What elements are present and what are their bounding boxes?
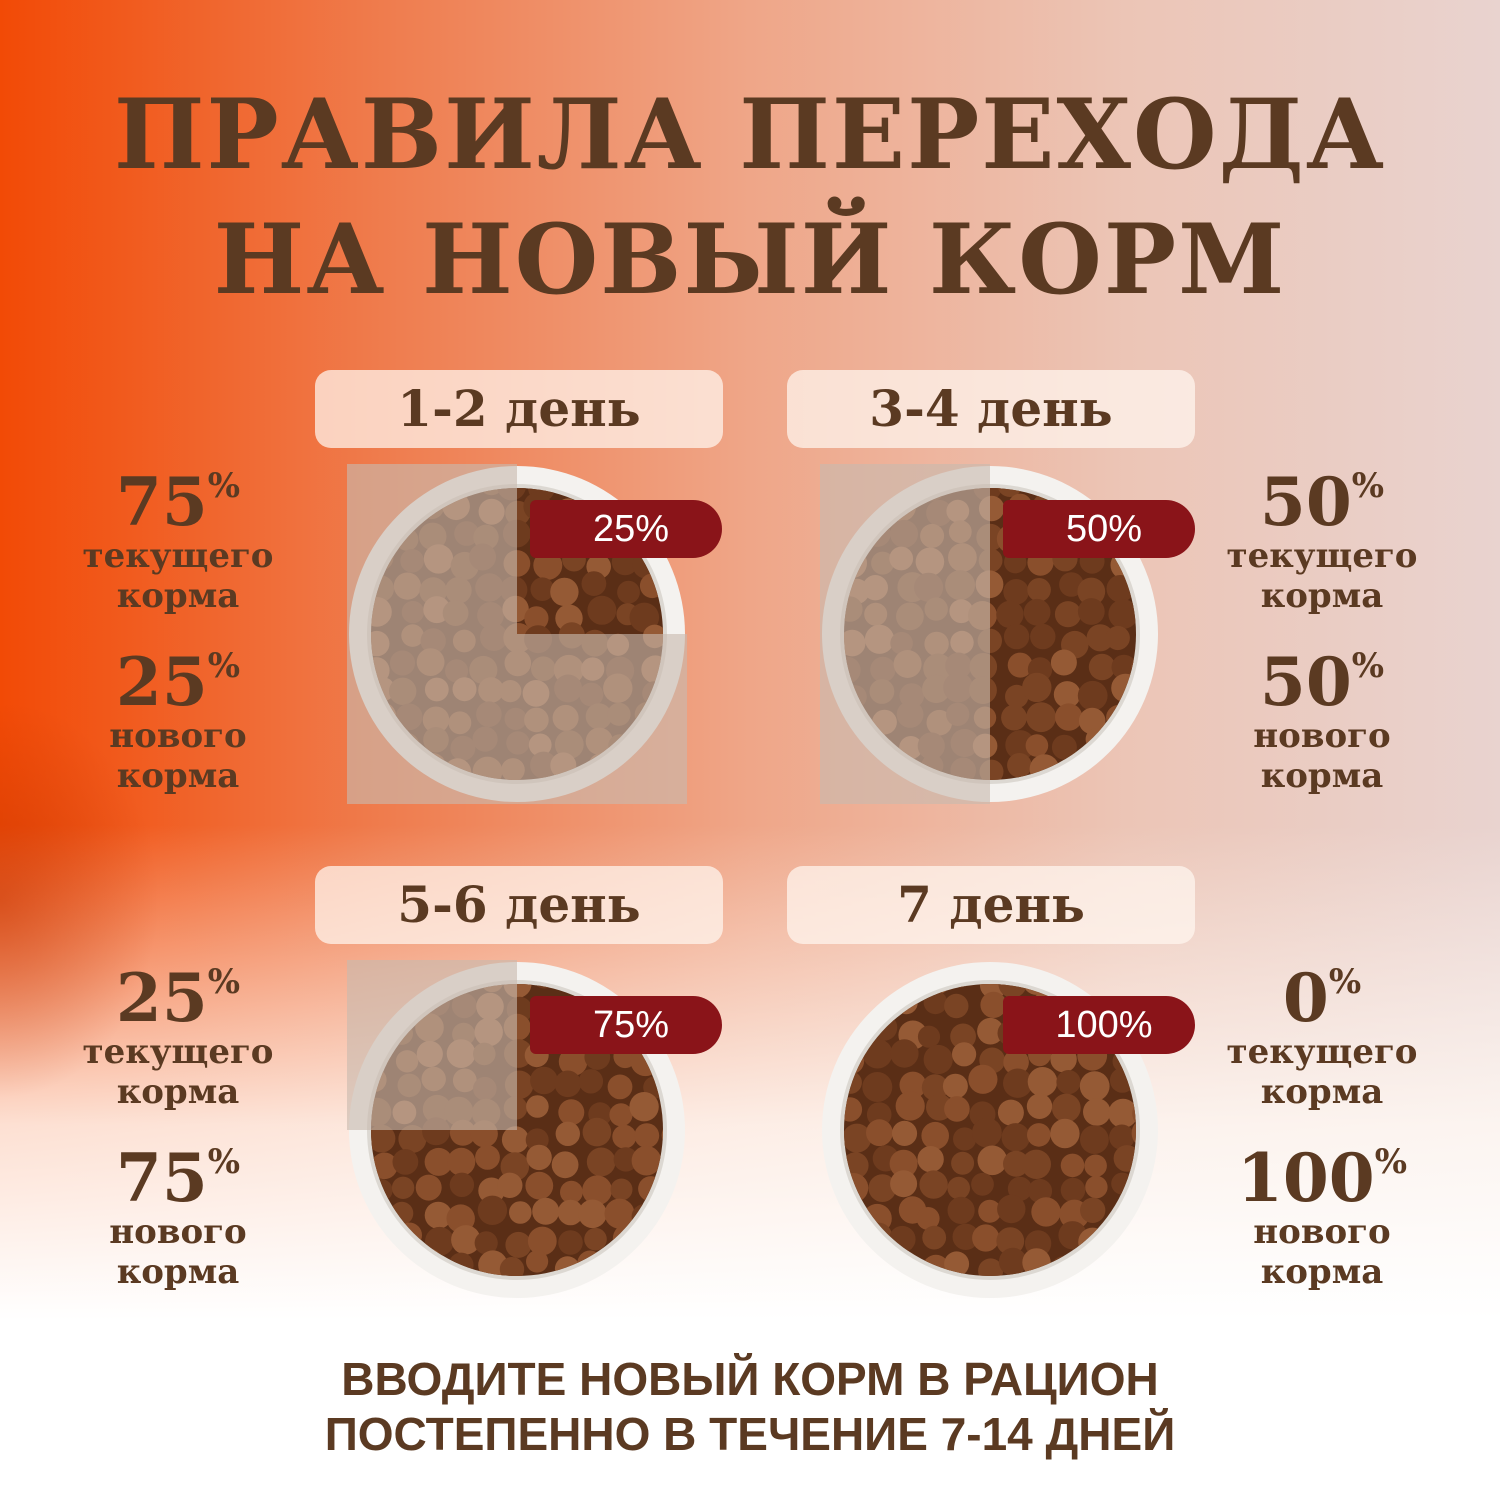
new-value: 25 — [115, 643, 208, 721]
new-food-badge: 50% — [1003, 500, 1195, 558]
old-food-overlay — [820, 464, 990, 804]
new-label: нового — [109, 1212, 247, 1252]
proportion-text: 50% текущего корма 50% нового корма — [1192, 469, 1452, 795]
current-label: текущего — [82, 1032, 274, 1072]
proportion-text: 75% текущего корма 25% нового корма — [48, 469, 308, 795]
footer-line2: ПОСТЕПЕННО В ТЕЧЕНИЕ 7-14 ДНЕЙ — [324, 1408, 1176, 1460]
new-label-food: корма — [1260, 756, 1384, 796]
background-shade — [0, 700, 160, 1100]
new-percent: 25% — [48, 649, 308, 715]
current-value: 50 — [1259, 463, 1352, 541]
new-label-food: корма — [1260, 1252, 1384, 1292]
current-label: текущего — [1226, 1032, 1418, 1072]
new-percent: 100% — [1192, 1145, 1452, 1211]
footer-line1: ВВОДИТЕ НОВЫЙ КОРМ В РАЦИОН — [341, 1353, 1159, 1405]
day-pill: 7 день — [787, 866, 1195, 944]
current-label-food: корма — [1260, 576, 1384, 616]
current-percent: 75% — [48, 469, 308, 535]
current-label: текущего — [82, 536, 274, 576]
page-title-line1: ПРАВИЛА ПЕРЕХОДА — [113, 78, 1387, 191]
new-food-badge: 100% — [1003, 996, 1195, 1054]
current-value: 0 — [1282, 959, 1329, 1037]
current-value: 75 — [115, 463, 208, 541]
percent-sign: % — [207, 962, 241, 1002]
percent-sign: % — [1351, 646, 1385, 686]
old-food-overlay — [347, 960, 517, 1130]
percent-sign: % — [207, 646, 241, 686]
new-label: нового — [1253, 716, 1391, 756]
new-label: нового — [1253, 1212, 1391, 1252]
percent-sign: % — [207, 1142, 241, 1182]
new-label: нового — [109, 716, 247, 756]
new-value: 75 — [115, 1139, 208, 1217]
new-percent: 50% — [1192, 649, 1452, 715]
new-food-badge: 25% — [530, 500, 722, 558]
page-title-line2: НА НОВЫЙ КОРМ — [213, 203, 1287, 316]
percent-sign: % — [207, 466, 241, 506]
current-label-food: корма — [1260, 1072, 1384, 1112]
day-pill: 5-6 день — [315, 866, 723, 944]
current-label-food: корма — [116, 1072, 240, 1112]
current-percent: 25% — [48, 965, 308, 1031]
percent-sign: % — [1374, 1142, 1408, 1182]
new-value: 50 — [1259, 643, 1352, 721]
new-percent: 75% — [48, 1145, 308, 1211]
new-label-food: корма — [116, 1252, 240, 1292]
current-percent: 50% — [1192, 469, 1452, 535]
day-pill: 1-2 день — [315, 370, 723, 448]
new-value: 100 — [1236, 1139, 1375, 1217]
current-label: текущего — [1226, 536, 1418, 576]
new-food-badge: 75% — [530, 996, 722, 1054]
proportion-text: 25% текущего корма 75% нового корма — [48, 965, 308, 1291]
old-food-overlay — [347, 464, 687, 804]
percent-sign: % — [1328, 962, 1362, 1002]
current-label-food: корма — [116, 576, 240, 616]
current-value: 25 — [115, 959, 208, 1037]
day-pill: 3-4 день — [787, 370, 1195, 448]
proportion-text: 0% текущего корма 100% нового корма — [1192, 965, 1452, 1291]
current-percent: 0% — [1192, 965, 1452, 1031]
percent-sign: % — [1351, 466, 1385, 506]
new-label-food: корма — [116, 756, 240, 796]
